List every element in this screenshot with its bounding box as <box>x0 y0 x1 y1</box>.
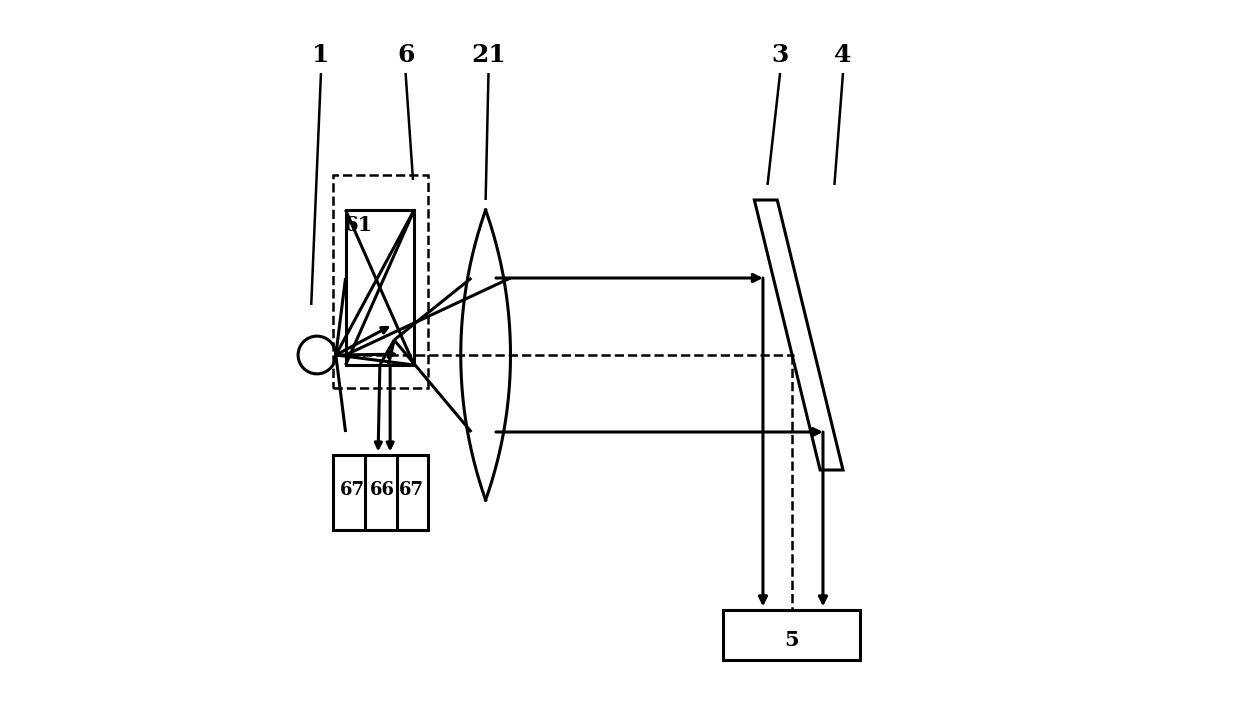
Text: 67: 67 <box>340 481 365 499</box>
Polygon shape <box>754 200 843 470</box>
Text: 1: 1 <box>312 43 330 67</box>
Text: 4: 4 <box>835 43 852 67</box>
Text: 61: 61 <box>343 215 373 235</box>
Text: 67: 67 <box>399 481 424 499</box>
Text: 3: 3 <box>771 43 789 67</box>
Bar <box>334 455 429 530</box>
Bar <box>723 610 861 660</box>
Text: 66: 66 <box>370 481 394 499</box>
Bar <box>346 210 414 365</box>
Text: 21: 21 <box>471 43 506 67</box>
Bar <box>334 175 429 388</box>
Text: 6: 6 <box>397 43 414 67</box>
Text: 5: 5 <box>784 630 799 650</box>
